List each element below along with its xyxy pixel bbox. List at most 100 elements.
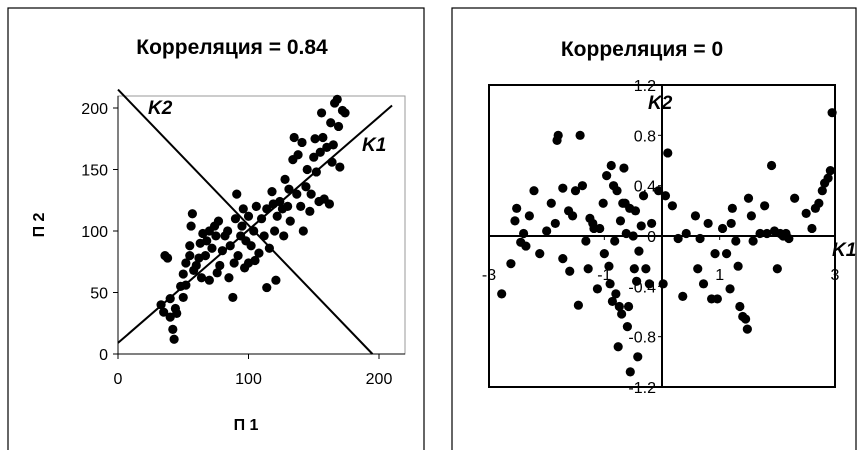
data-point [237,221,247,231]
data-point [604,261,614,271]
data-point [638,191,649,201]
data-point [256,214,267,224]
y-tick-label: -0.8 [628,330,656,347]
data-point [212,268,222,278]
data-point [512,203,522,213]
data-point [825,165,835,176]
data-point [731,236,741,246]
data-point [636,221,646,231]
data-point [318,132,328,143]
data-point [254,248,264,258]
data-point [187,209,197,219]
data-point [521,241,531,251]
data-point [658,279,668,289]
data-point [570,186,581,196]
data-point [207,243,217,253]
data-point [727,203,737,213]
data-point [524,211,534,221]
y-tick-label: 1.2 [634,78,656,95]
y-tick-label: 0 [647,229,656,246]
data-point [238,204,248,214]
scatter-chart-uncorrelated: Корреляция = 0 -1.2-0.8-0.400.40.81.2-3-… [451,7,857,455]
data-point [333,121,344,132]
data-point [186,221,196,231]
y-tick-label: -1.2 [628,380,656,397]
data-point [550,218,560,229]
data-point [755,228,765,239]
data-point [267,187,277,197]
x-tick-label: 200 [366,371,393,388]
data-point [292,189,302,199]
data-point [233,251,243,261]
data-point [271,275,281,285]
data-point [230,214,241,224]
x-tick-label: 1 [715,267,724,284]
data-point [298,226,308,236]
data-point [506,259,516,269]
data-point [159,307,169,317]
scatter-chart-correlated: Корреляция = 0.84 0 50 100 150 200 0 100 200 K2… [7,7,425,455]
data-point [328,140,338,150]
data-point [172,308,182,319]
x-tick-label: 100 [235,371,262,388]
data-point [301,182,311,192]
y-tick-label: 150 [81,163,108,180]
data-point [542,226,552,236]
data-point [703,218,713,229]
data-point [575,130,585,140]
data-point [595,223,605,234]
data-point [690,211,701,221]
data-point [735,301,745,312]
data-point [581,236,591,246]
data-point [632,276,642,286]
data-point [272,211,282,221]
data-point [310,134,320,144]
data-point [335,162,345,172]
data-point [577,181,588,191]
data-point [667,201,677,211]
data-point [553,130,563,140]
data-point [573,300,583,310]
data-point [607,296,618,307]
data-point [178,269,188,279]
data-point [306,189,316,199]
data-point [296,201,306,211]
data-point [204,275,214,285]
x-tick-label: -1 [597,267,611,284]
data-point [169,334,179,344]
data-point [621,228,631,239]
data-point [698,279,709,289]
data-point [814,198,824,208]
data-point [279,231,289,241]
data-point [546,198,556,208]
data-point [162,253,173,263]
line-label-k1: K1 [362,135,386,156]
data-point [762,228,772,239]
data-point [275,196,285,207]
data-point [710,249,720,259]
data-point [289,132,299,143]
data-point [611,289,621,299]
data-point [695,233,705,244]
data-point [316,108,327,118]
data-point [592,284,603,294]
line-label-k2: K2 [148,98,173,119]
data-point [340,108,350,118]
data-point [678,291,688,301]
x-axis-label: П 1 [234,417,259,434]
data-point [681,228,691,239]
data-point [228,292,238,303]
data-point [558,254,568,264]
data-point [660,191,671,201]
y-tick-label: 100 [81,224,108,241]
data-point [262,282,272,293]
data-point [250,255,260,266]
data-point [181,280,191,290]
data-point [243,211,254,221]
chart-title: Корреляция = 0 [561,38,723,61]
data-points [497,108,837,377]
data-point [280,174,290,184]
data-point [311,167,321,177]
data-point [213,216,224,226]
